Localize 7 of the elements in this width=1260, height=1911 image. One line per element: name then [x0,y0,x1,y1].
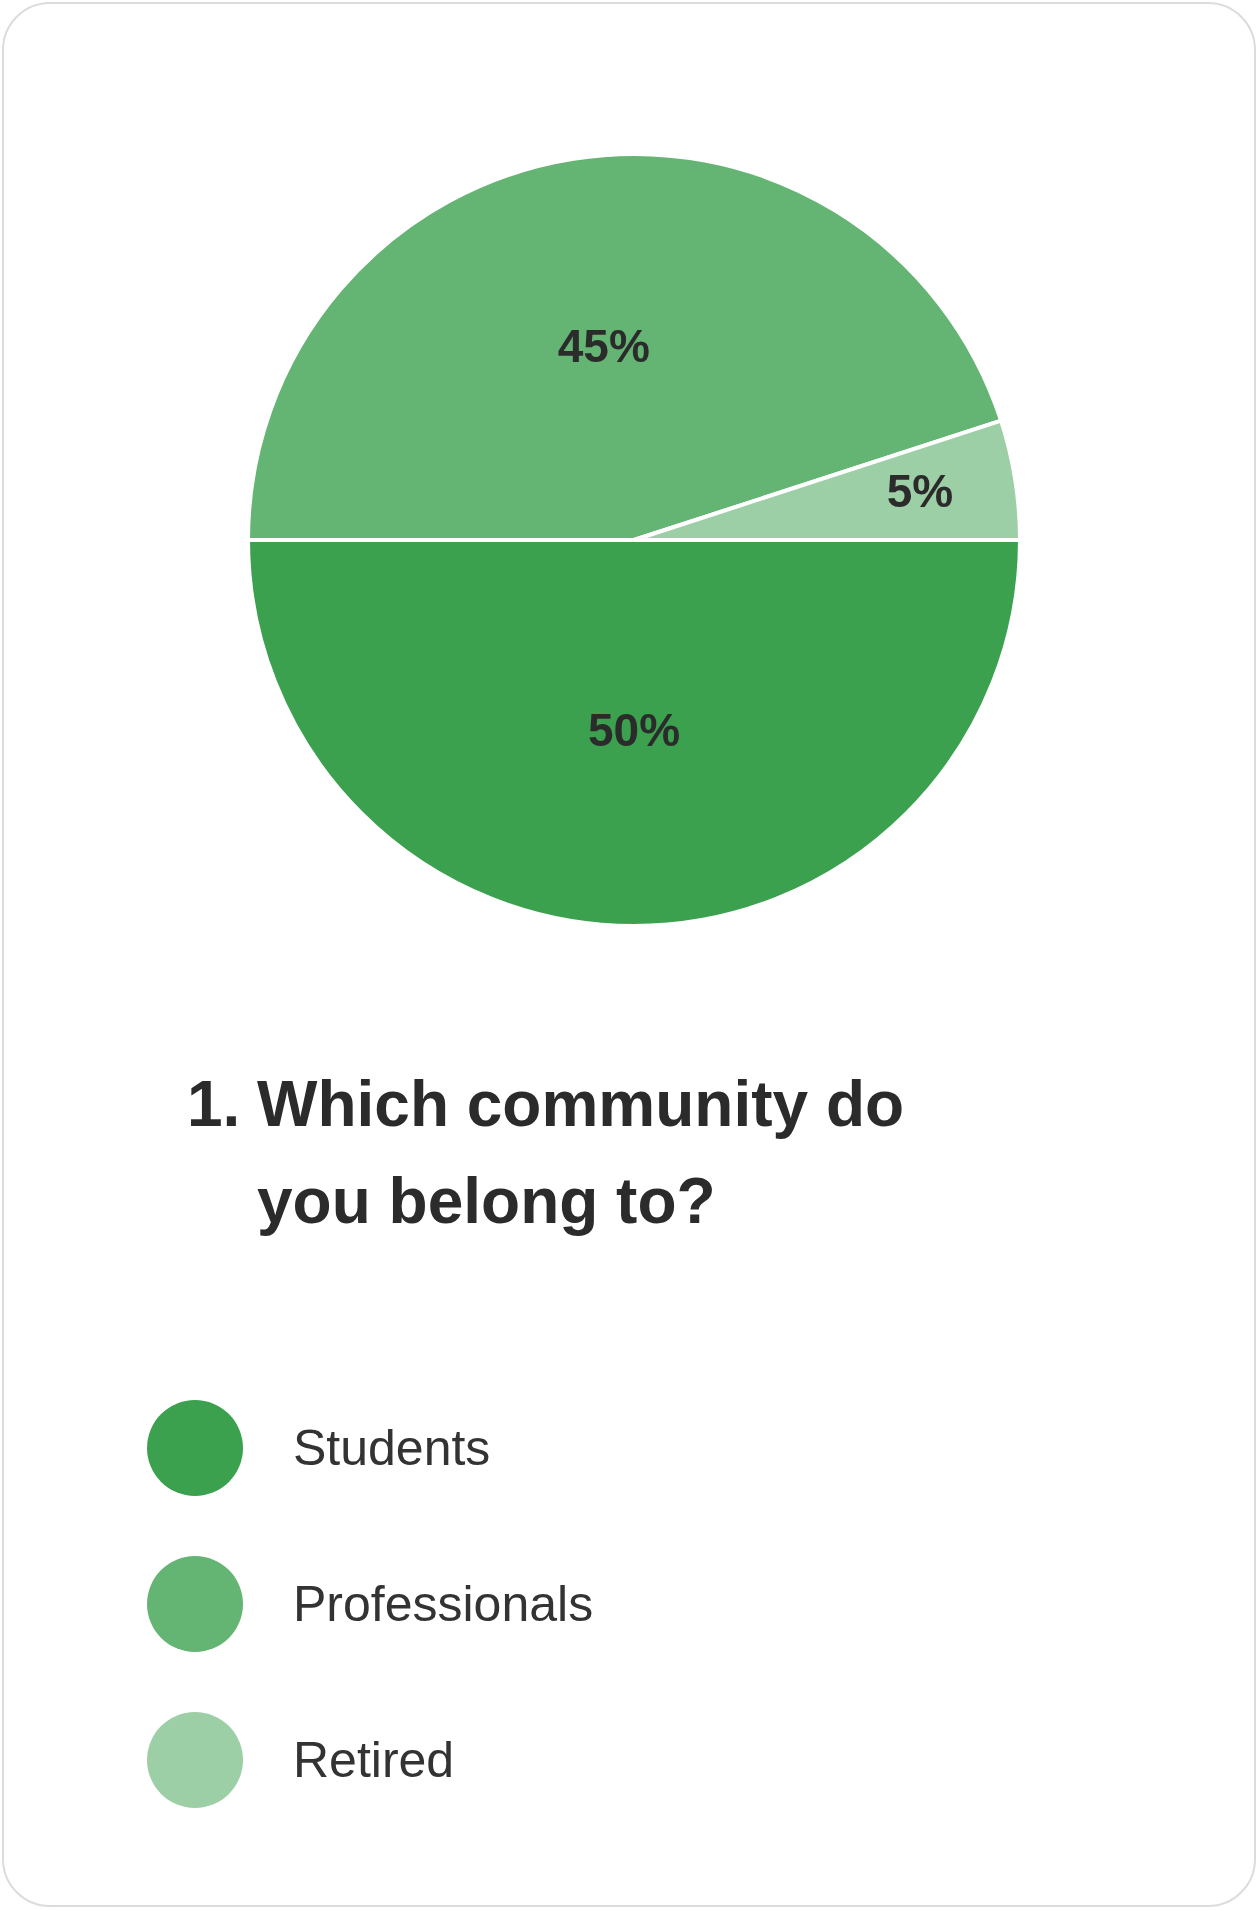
data-label: 5% [886,465,954,518]
text: 1. Which community do you belong to? [187,1067,906,1239]
data-label: 45% [557,320,650,373]
data-label: 50% [587,703,681,756]
legend-label: Retired [293,1731,455,1789]
legend-label: Students [293,1419,491,1477]
legend-label: Professionals [293,1575,594,1633]
